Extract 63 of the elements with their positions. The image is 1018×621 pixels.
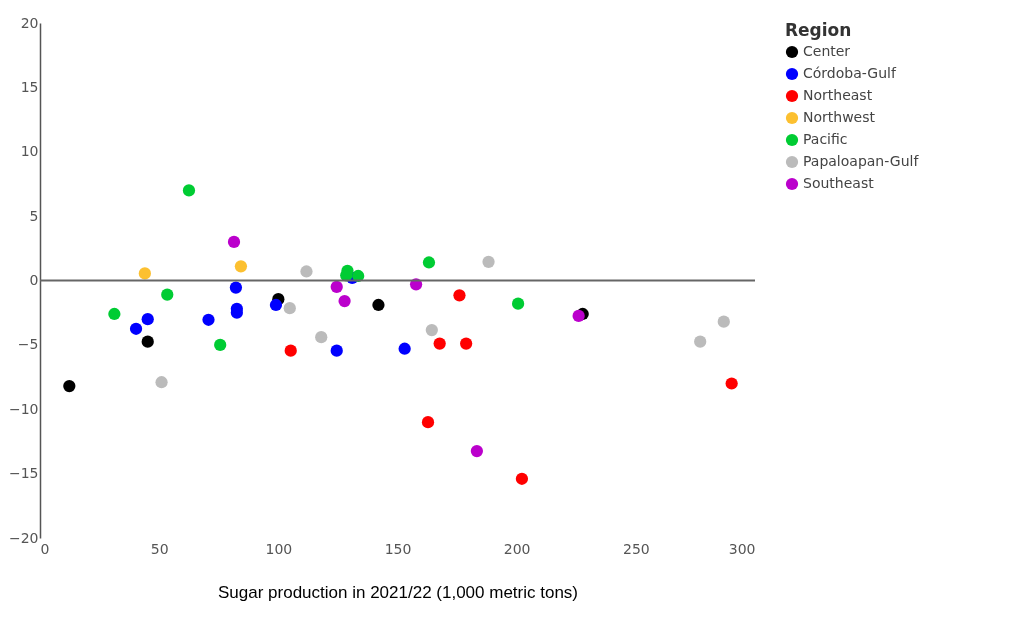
point — [515, 472, 529, 485]
legend-label: Northeast — [803, 87, 873, 103]
point — [470, 444, 483, 458]
point — [108, 307, 121, 321]
point — [453, 289, 466, 302]
y-tick-label: −5 — [17, 336, 39, 353]
y-tick-label: 20 — [20, 14, 39, 31]
legend-title: Region — [785, 20, 852, 40]
point — [141, 335, 154, 348]
legend-label: Papaloapan-Gulf — [803, 153, 920, 169]
y-tick-label: −20 — [8, 529, 39, 546]
point — [460, 337, 473, 350]
point — [694, 335, 707, 348]
point — [421, 416, 435, 429]
x-tick-label: 0 — [40, 540, 50, 557]
point — [425, 323, 438, 337]
point — [300, 265, 313, 278]
y-tick-label: 15 — [20, 78, 39, 95]
point — [433, 337, 446, 350]
point — [372, 298, 385, 312]
y-tick-label: 10 — [20, 143, 39, 160]
legend-label: Pacific — [803, 131, 848, 147]
point — [338, 294, 351, 308]
point — [63, 379, 76, 393]
point — [141, 313, 154, 326]
point — [422, 256, 436, 269]
x-tick-label: 50 — [150, 540, 169, 557]
point — [182, 184, 196, 197]
point — [155, 376, 168, 389]
legend-label: Southeast — [803, 175, 875, 191]
point — [330, 344, 343, 357]
point — [138, 267, 151, 280]
x-tick-label: 200 — [503, 540, 531, 557]
y-tick-label: 5 — [29, 207, 39, 224]
x-axis-title: Sugar production in 2021/22 (1,000 metric tons) — [217, 582, 579, 602]
x-tick-label: 150 — [384, 540, 412, 557]
point — [330, 280, 343, 294]
point — [717, 315, 730, 328]
point — [482, 255, 495, 268]
point — [129, 322, 143, 335]
y-tick-label: −10 — [8, 400, 39, 417]
x-tick-label: 250 — [622, 540, 650, 557]
x-tick-label: 300 — [728, 540, 756, 557]
point — [725, 377, 738, 390]
point — [572, 309, 585, 323]
point — [269, 298, 283, 312]
point — [161, 288, 174, 301]
y-tick-label: −15 — [8, 465, 39, 482]
point — [511, 297, 525, 310]
x-tick-label: 100 — [265, 540, 293, 557]
y-tick-label: 0 — [29, 272, 39, 288]
point — [283, 302, 296, 315]
point — [214, 338, 227, 351]
point — [284, 344, 297, 357]
legend-label: Northwest — [803, 109, 876, 125]
legend-label: Córdoba-Gulf — [803, 65, 897, 81]
point — [234, 260, 248, 273]
point — [202, 313, 215, 326]
point — [229, 281, 243, 294]
point — [398, 342, 411, 355]
point — [315, 331, 328, 344]
point — [227, 235, 241, 248]
legend-label: Center — [803, 43, 851, 59]
